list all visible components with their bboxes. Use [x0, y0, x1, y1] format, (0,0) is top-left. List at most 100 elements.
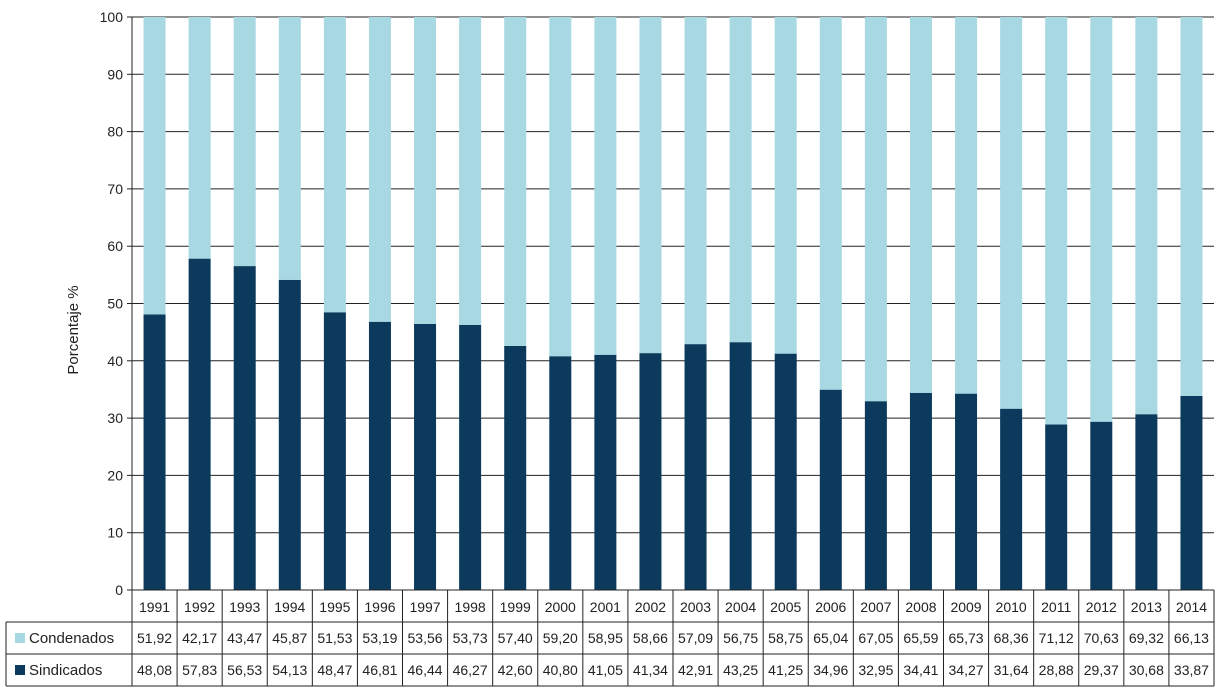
bar-condenados: [414, 17, 437, 324]
data-label: 43,25: [723, 662, 758, 678]
data-label: 46,27: [453, 662, 488, 678]
bar-sindicados: [323, 312, 346, 590]
bar-sindicados: [594, 354, 617, 590]
bar-sindicados: [1090, 421, 1113, 590]
x-tick-label: 1993: [229, 599, 260, 615]
bar-condenados: [504, 17, 527, 346]
data-label: 65,59: [903, 630, 938, 646]
x-tick-label: 2006: [815, 599, 846, 615]
bar-condenados: [594, 17, 617, 355]
data-table: 1991 1992 1993 1994 1995 1996 1997 1998 1999 2000…: [5, 589, 1215, 687]
x-tick-label: 1998: [455, 599, 486, 615]
data-label: 45,87: [272, 630, 307, 646]
bar-sindicados: [955, 393, 978, 590]
y-tick-label: 30: [107, 410, 123, 426]
data-label: 41,05: [588, 662, 623, 678]
x-tick-label: 2001: [590, 599, 621, 615]
data-label: 68,36: [994, 630, 1029, 646]
data-label: 56,53: [227, 662, 262, 678]
bar-condenados: [955, 17, 978, 394]
legend-label: Condenados: [29, 630, 114, 647]
bar-condenados: [819, 17, 842, 390]
data-label: 65,73: [949, 630, 984, 646]
data-label: 48,08: [137, 662, 172, 678]
x-tick-label: 2002: [635, 599, 666, 615]
y-tick-label: 50: [107, 296, 123, 312]
data-label: 41,34: [633, 662, 668, 678]
legend-swatch: [15, 665, 25, 675]
x-tick-label: 2000: [545, 599, 576, 615]
x-tick-label: 1995: [319, 599, 350, 615]
y-tick-label: 90: [107, 66, 123, 82]
y-tick-label: 70: [107, 181, 123, 197]
data-label: 53,56: [408, 630, 443, 646]
gridlines: [132, 16, 1214, 534]
bar-sindicados: [233, 266, 256, 590]
x-tick-label: 1999: [500, 599, 531, 615]
data-label: 69,32: [1129, 630, 1164, 646]
bar-condenados: [864, 17, 887, 402]
bar-sindicados: [1135, 414, 1158, 590]
bar-sindicados: [684, 344, 707, 590]
data-label: 34,27: [949, 662, 984, 678]
bar-condenados: [233, 17, 256, 267]
bar-condenados: [188, 17, 211, 259]
bar-sindicados: [1180, 395, 1203, 590]
bar-sindicados: [774, 353, 797, 590]
x-tick-label: 2010: [996, 599, 1027, 615]
x-tick-label: 2005: [770, 599, 801, 615]
data-label: 42,91: [678, 662, 713, 678]
bar-condenados: [909, 17, 932, 393]
bar-condenados: [459, 17, 482, 325]
data-label: 43,47: [227, 630, 262, 646]
data-label: 53,73: [453, 630, 488, 646]
data-label: 41,25: [768, 662, 803, 678]
y-tick-label: 10: [107, 525, 123, 541]
x-tick-label: 2013: [1131, 599, 1162, 615]
bars: [143, 17, 1203, 590]
x-tick-label: 2011: [1041, 599, 1071, 615]
bar-sindicados: [459, 324, 482, 590]
data-label: 34,41: [903, 662, 938, 678]
bar-condenados: [323, 17, 346, 313]
x-tick-label: 2007: [860, 599, 891, 615]
data-label: 34,96: [813, 662, 848, 678]
bar-sindicados: [819, 389, 842, 590]
bar-sindicados: [414, 323, 437, 590]
bar-condenados: [684, 17, 707, 345]
bar-condenados: [774, 17, 797, 354]
bar-sindicados: [1000, 408, 1023, 590]
bar-sindicados: [1045, 424, 1068, 590]
data-label: 30,68: [1129, 662, 1164, 678]
data-label: 51,53: [317, 630, 352, 646]
x-tick-label: 1991: [139, 599, 170, 615]
x-tick-label: 2012: [1086, 599, 1117, 615]
data-label: 66,13: [1174, 630, 1209, 646]
x-tick-label: 2008: [905, 599, 936, 615]
x-tick-label: 1994: [274, 599, 305, 615]
y-tick-label: 40: [107, 353, 123, 369]
bar-sindicados: [909, 392, 932, 590]
data-label: 53,19: [362, 630, 397, 646]
data-label: 51,92: [137, 630, 172, 646]
data-label: 71,12: [1039, 630, 1074, 646]
x-tick-label: 1997: [409, 599, 440, 615]
bar-sindicados: [188, 258, 211, 590]
data-label: 29,37: [1084, 662, 1119, 678]
bar-condenados: [639, 17, 662, 354]
x-tick-label: 2003: [680, 599, 711, 615]
bar-condenados: [143, 17, 166, 315]
bar-sindicados: [278, 279, 301, 590]
x-tick-label: 2004: [725, 599, 756, 615]
bar-sindicados: [368, 321, 391, 590]
bar-sindicados: [729, 342, 752, 590]
y-tick-label: 20: [107, 467, 123, 483]
data-label: 31,64: [994, 662, 1029, 678]
bar-condenados: [729, 17, 752, 343]
bar-condenados: [549, 17, 572, 357]
data-label: 58,95: [588, 630, 623, 646]
data-label: 59,20: [543, 630, 578, 646]
data-label: 42,60: [498, 662, 533, 678]
data-label: 28,88: [1039, 662, 1074, 678]
